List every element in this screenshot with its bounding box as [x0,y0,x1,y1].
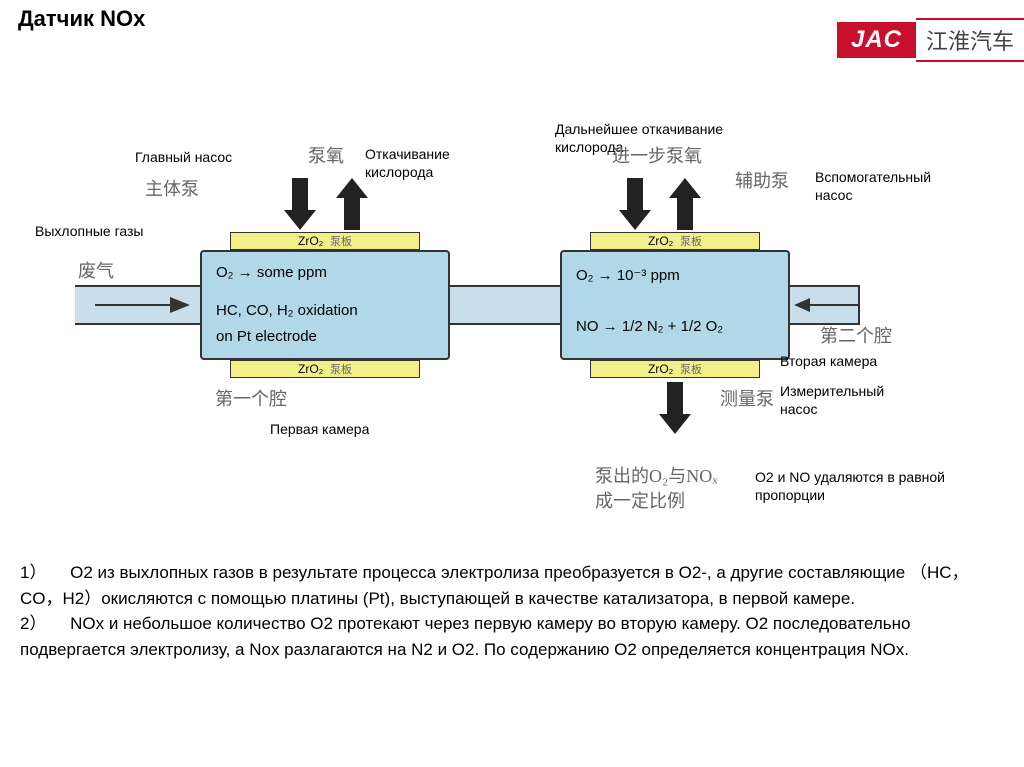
chamber-1-line2: HC, CO, H₂ oxidation [216,302,358,319]
chamber-1-line1: O₂ → some ppm [216,264,327,281]
ratio-ru: О2 и NO удаляются в равной пропорции [755,468,945,504]
arrow-meas-pump-down [655,382,695,438]
aux-pump-ru: Вспомогательный насос [815,168,965,204]
zro2-bar-c1-bot: ZrO₂ 泵板 [230,360,420,378]
chamber-1: O₂ → some ppm HC, CO, H₂ oxidation on Pt… [200,250,450,360]
body-text: 1） O2 из выхлопных газов в результате пр… [20,560,1000,662]
p2-text: NOx и небольшое количество О2 протекают … [20,614,910,659]
main-pump-cn: 主体泵 [145,178,199,201]
arrow-main-pump-up [332,178,372,234]
page-title: Датчик NOx [18,6,145,32]
evac-o2-ru: Откачивание кислорода [365,145,475,181]
paragraph-1: 1） O2 из выхлопных газов в результате пр… [20,560,1000,611]
exhaust-ru-label: Выхлопные газы [35,222,143,240]
p1-num: 1） [20,563,46,582]
chamber1-cn-label: 第一个腔 [215,388,287,411]
zro2-bar-c1-top: ZrO₂ 泵板 [230,232,420,250]
chamber2-cn-label: 第二个腔 [820,325,892,348]
aux-pump-cn: 辅助泵 [735,170,789,193]
arrow-aux-in [790,290,870,320]
arrow-aux-pump-down [615,178,655,234]
ratio-cn-line1: 泵出的O₂与NOₓ [595,465,718,488]
arrow-main-pump-down [280,178,320,234]
exhaust-cn-label: 废气 [78,260,114,283]
paragraph-2: 2） NOx и небольшое количество О2 протека… [20,611,1000,662]
brand-logo: JAC 江淮汽车 [837,22,1024,58]
chamber-2: O₂ → 10⁻³ ppm NO → 1/2 N₂ + 1/2 O₂ [560,250,790,360]
nox-sensor-diagram: 废气 Выхлопные газы ZrO₂ 泵板 O₂ → some ppm … [0,90,1024,520]
logo-cn: 江淮汽车 [916,18,1024,62]
logo-brand: JAC [837,22,916,58]
chamber2-ru-label: Вторая камера [780,352,877,370]
p2-num: 2） [20,614,46,633]
p1-text: O2 из выхлопных газов в результате проце… [20,563,969,608]
meas-pump-cn: 测量泵 [720,388,774,411]
chamber-2-line2: NO → 1/2 N₂ + 1/2 O₂ [576,318,723,335]
pump-o2-cn: 泵氧 [308,145,344,168]
main-pump-ru: Главный насос [135,148,232,166]
zro2-bar-c2-bot: ZrO₂ 泵板 [590,360,760,378]
meas-pump-ru: Измерительный насос [780,382,910,418]
arrow-aux-pump-up [665,178,705,234]
zro2-bar-c2-top: ZrO₂ 泵板 [590,232,760,250]
chamber-1-line3: on Pt electrode [216,328,317,345]
further-evac-cn: 进一步泵氧 [612,145,702,168]
pipe-middle [450,285,562,325]
chamber1-ru-label: Первая камера [270,420,369,438]
chamber-2-line1: O₂ → 10⁻³ ppm [576,266,680,284]
ratio-cn-line2: 成一定比例 [595,490,685,513]
